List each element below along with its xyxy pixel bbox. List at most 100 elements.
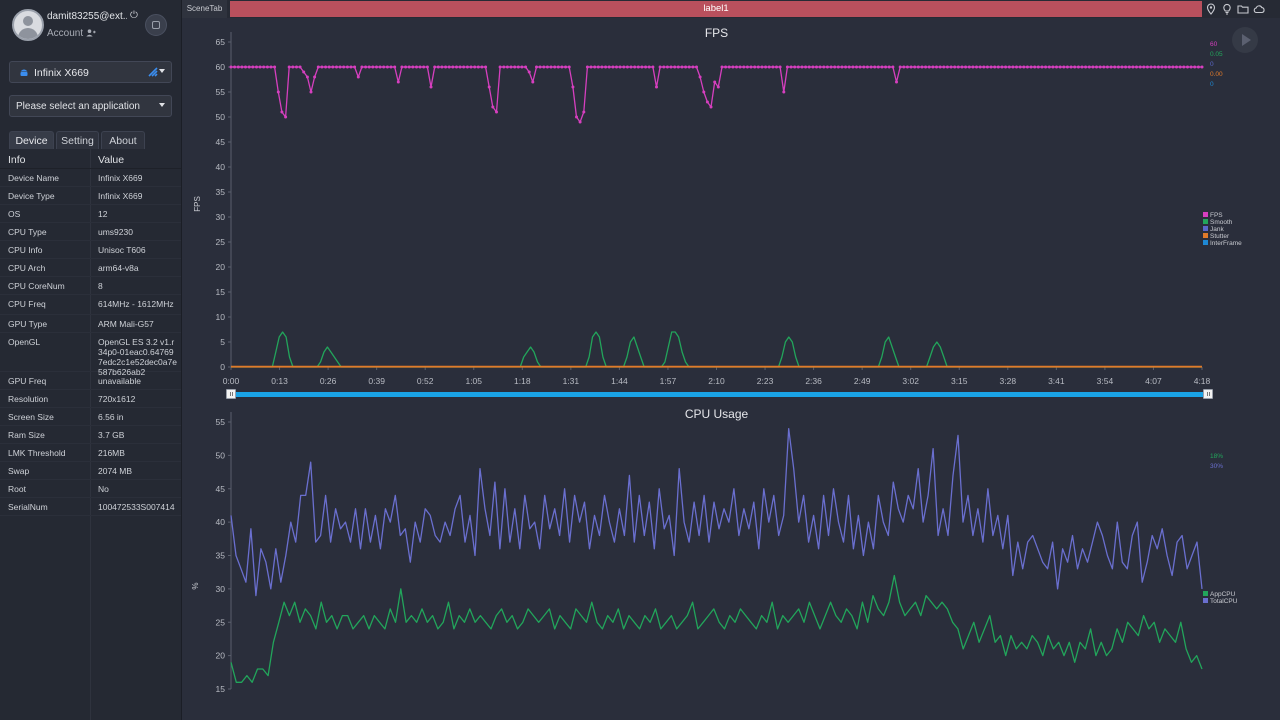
fps-point <box>433 65 437 69</box>
info-row: CPU Freq 614MHz - 1612MHz <box>0 295 181 315</box>
fps-point <box>789 65 793 69</box>
fps-point <box>1167 65 1171 69</box>
info-key: CPU Type <box>8 227 47 237</box>
fps-point <box>378 65 382 69</box>
fps-point <box>785 65 789 69</box>
power-icon[interactable]: ⏻ <box>130 10 138 21</box>
info-value: OpenGL ES 3.2 v1.r34p0-01eac0.647697edc2… <box>98 337 177 377</box>
fps-point <box>844 65 848 69</box>
range-end-handle[interactable] <box>1203 389 1213 399</box>
fps-point <box>556 65 560 69</box>
fps-point <box>498 65 502 69</box>
series-line-smooth <box>231 331 1202 368</box>
x-tick-label: 3:54 <box>1097 376 1114 386</box>
play-button[interactable] <box>1232 27 1258 53</box>
switch-account-icon[interactable] <box>86 29 96 37</box>
legend-label-jank: Jank <box>1210 226 1224 233</box>
fps-point <box>818 65 822 69</box>
fps-point <box>931 65 935 69</box>
fps-point <box>1080 65 1084 69</box>
legend-label-stutter: Stutter <box>1210 233 1230 240</box>
fps-point <box>1065 65 1069 69</box>
fps-point <box>1029 65 1033 69</box>
fps-point <box>1047 65 1051 69</box>
info-row: OpenGL OpenGL ES 3.2 v1.r34p0-01eac0.6476… <box>0 333 181 377</box>
info-row: GPU Type ARM Mali-G57 <box>0 315 181 333</box>
legend-swatch-totalcpu <box>1203 598 1208 603</box>
fps-point <box>971 65 975 69</box>
fps-point <box>411 65 415 69</box>
fps-point <box>324 65 328 69</box>
fps-point <box>633 65 637 69</box>
device-select[interactable]: Infinix X669 <box>9 61 172 83</box>
fps-point <box>1098 65 1102 69</box>
current-value-totalcpu: 30% <box>1210 463 1223 470</box>
y-tick-label: 30 <box>216 584 226 594</box>
fps-point <box>938 65 942 69</box>
tab-about[interactable]: About <box>101 131 145 149</box>
folder-icon[interactable] <box>1237 3 1249 15</box>
info-key: OpenGL <box>8 337 41 347</box>
fps-point <box>1051 65 1055 69</box>
fps-point <box>731 65 735 69</box>
tab-setting[interactable]: Setting <box>56 131 99 149</box>
time-range-slider[interactable] <box>225 388 1215 400</box>
fps-point <box>393 65 397 69</box>
fps-point <box>611 65 615 69</box>
fps-point <box>1018 65 1022 69</box>
scene-tab[interactable]: SceneTab <box>182 0 227 18</box>
scene-label-bar[interactable]: label1 <box>230 1 1202 17</box>
fps-point <box>1178 65 1182 69</box>
range-start-handle[interactable] <box>226 389 236 399</box>
cloud-icon[interactable] <box>1253 3 1265 15</box>
y-tick-label: 40 <box>216 517 226 527</box>
fps-point <box>1186 65 1189 69</box>
fps-point <box>349 65 353 69</box>
fps-point <box>855 65 858 69</box>
stop-record-button[interactable] <box>145 14 167 36</box>
fps-point <box>356 75 360 79</box>
fps-point <box>1160 65 1164 69</box>
fps-point <box>764 65 768 69</box>
tab-device[interactable]: Device <box>9 131 54 149</box>
fps-point <box>593 65 597 69</box>
avatar[interactable] <box>12 9 44 41</box>
fps-point <box>491 105 495 109</box>
fps-point <box>582 110 586 114</box>
fps-point <box>709 105 713 109</box>
fps-point <box>913 65 917 69</box>
fps-point <box>229 65 233 69</box>
location-icon[interactable] <box>1205 3 1217 15</box>
user-email[interactable]: damit83255@ext... <box>47 11 127 22</box>
wifi-connection-icon[interactable] <box>147 66 159 78</box>
info-key: SerialNum <box>8 502 48 512</box>
fps-point <box>375 65 378 69</box>
current-value-fps: 60 <box>1210 41 1218 48</box>
fps-point <box>960 65 964 69</box>
fps-point <box>753 65 757 69</box>
fps-point <box>589 65 593 69</box>
info-row: Root No <box>0 480 181 498</box>
header-divider <box>0 168 181 169</box>
fps-point <box>251 65 255 69</box>
x-tick-label: 4:18 <box>1194 376 1211 386</box>
fps-point <box>902 65 906 69</box>
fps-point <box>1142 65 1146 69</box>
fps-point <box>389 65 393 69</box>
lightbulb-icon[interactable] <box>1221 3 1233 15</box>
fps-point <box>400 65 404 69</box>
fps-point <box>469 65 473 69</box>
application-select[interactable]: Please select an application <box>9 95 172 117</box>
fps-point <box>647 65 651 69</box>
fps-point <box>280 110 284 114</box>
fps-point <box>596 65 600 69</box>
legend-label-fps: FPS <box>1210 212 1223 219</box>
account-link[interactable]: Account <box>47 28 84 39</box>
fps-point <box>418 65 422 69</box>
x-tick-label: 1:05 <box>465 376 482 386</box>
fps-point <box>982 65 986 69</box>
series-line-fps <box>231 66 1202 123</box>
time-range-track[interactable] <box>233 392 1207 397</box>
fps-point <box>509 65 513 69</box>
fps-point <box>407 65 411 69</box>
